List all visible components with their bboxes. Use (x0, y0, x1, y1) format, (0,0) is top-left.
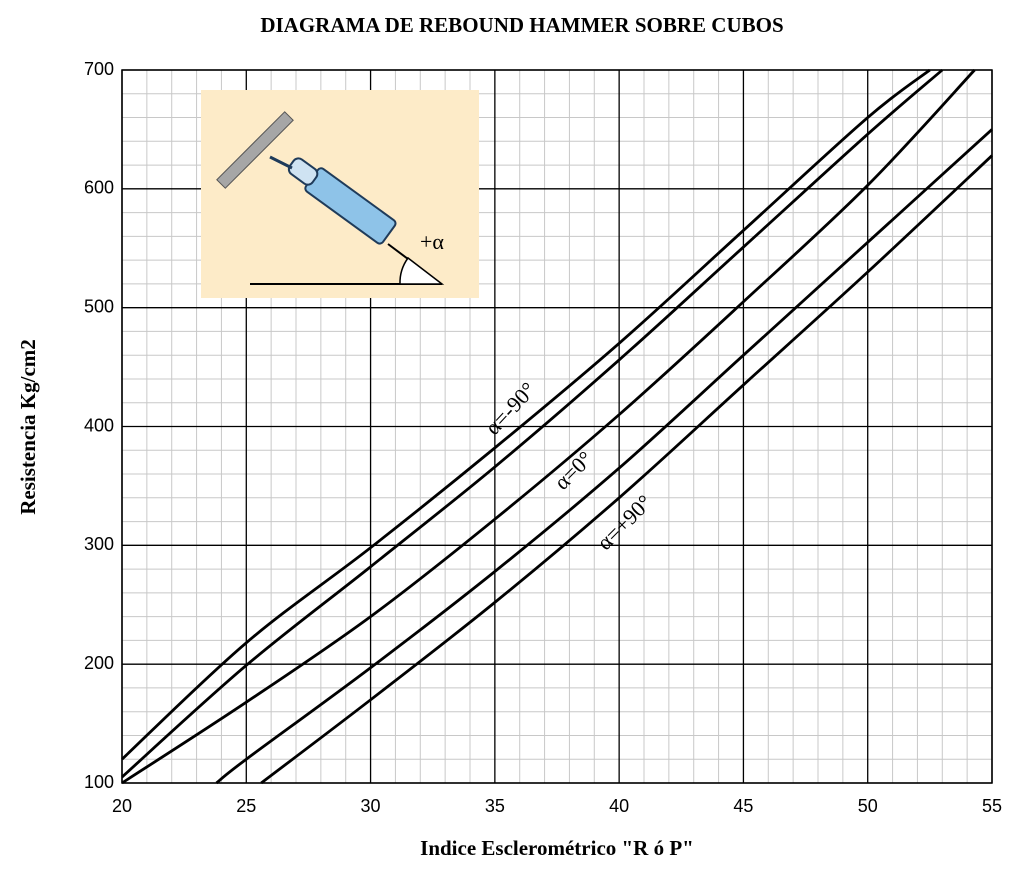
plunger (269, 155, 293, 170)
chart-title: DIAGRAMA DE REBOUND HAMMER SOBRE CUBOS (260, 13, 783, 37)
x-tick-label: 25 (236, 796, 256, 816)
y-tick-label: 600 (84, 178, 114, 198)
y-tick-label: 100 (84, 772, 114, 792)
x-tick-label: 45 (733, 796, 753, 816)
x-tick-label: 50 (858, 796, 878, 816)
x-axis-label: Indice Esclerométrico "R ó P" (420, 836, 694, 860)
curve (121, 68, 931, 761)
x-tick-label: 55 (982, 796, 1002, 816)
plot-frame (121, 69, 993, 784)
curve (121, 68, 944, 779)
x-tick-label: 35 (485, 796, 505, 816)
curve (260, 154, 993, 785)
hammer-nose (287, 157, 319, 186)
angle (399, 256, 445, 285)
inset: +α (201, 90, 479, 298)
wall (216, 111, 294, 189)
curve (215, 128, 993, 785)
x-tick-label: 30 (361, 796, 381, 816)
x-tick-label: 20 (112, 796, 132, 816)
annotation: α=0° (549, 446, 598, 495)
y-axis-label: Resistencia Kg/cm2 (16, 339, 40, 515)
annotation: α=-90° (480, 377, 541, 439)
y-tick-label: 700 (84, 59, 114, 79)
y-tick-label: 500 (84, 296, 114, 316)
inset-label: +α (420, 229, 444, 254)
y-tick-label: 300 (84, 534, 114, 554)
y-tick-label: 200 (84, 653, 114, 673)
y-tick-label: 400 (84, 415, 114, 435)
curve (121, 69, 976, 785)
x-tick-label: 40 (609, 796, 629, 816)
